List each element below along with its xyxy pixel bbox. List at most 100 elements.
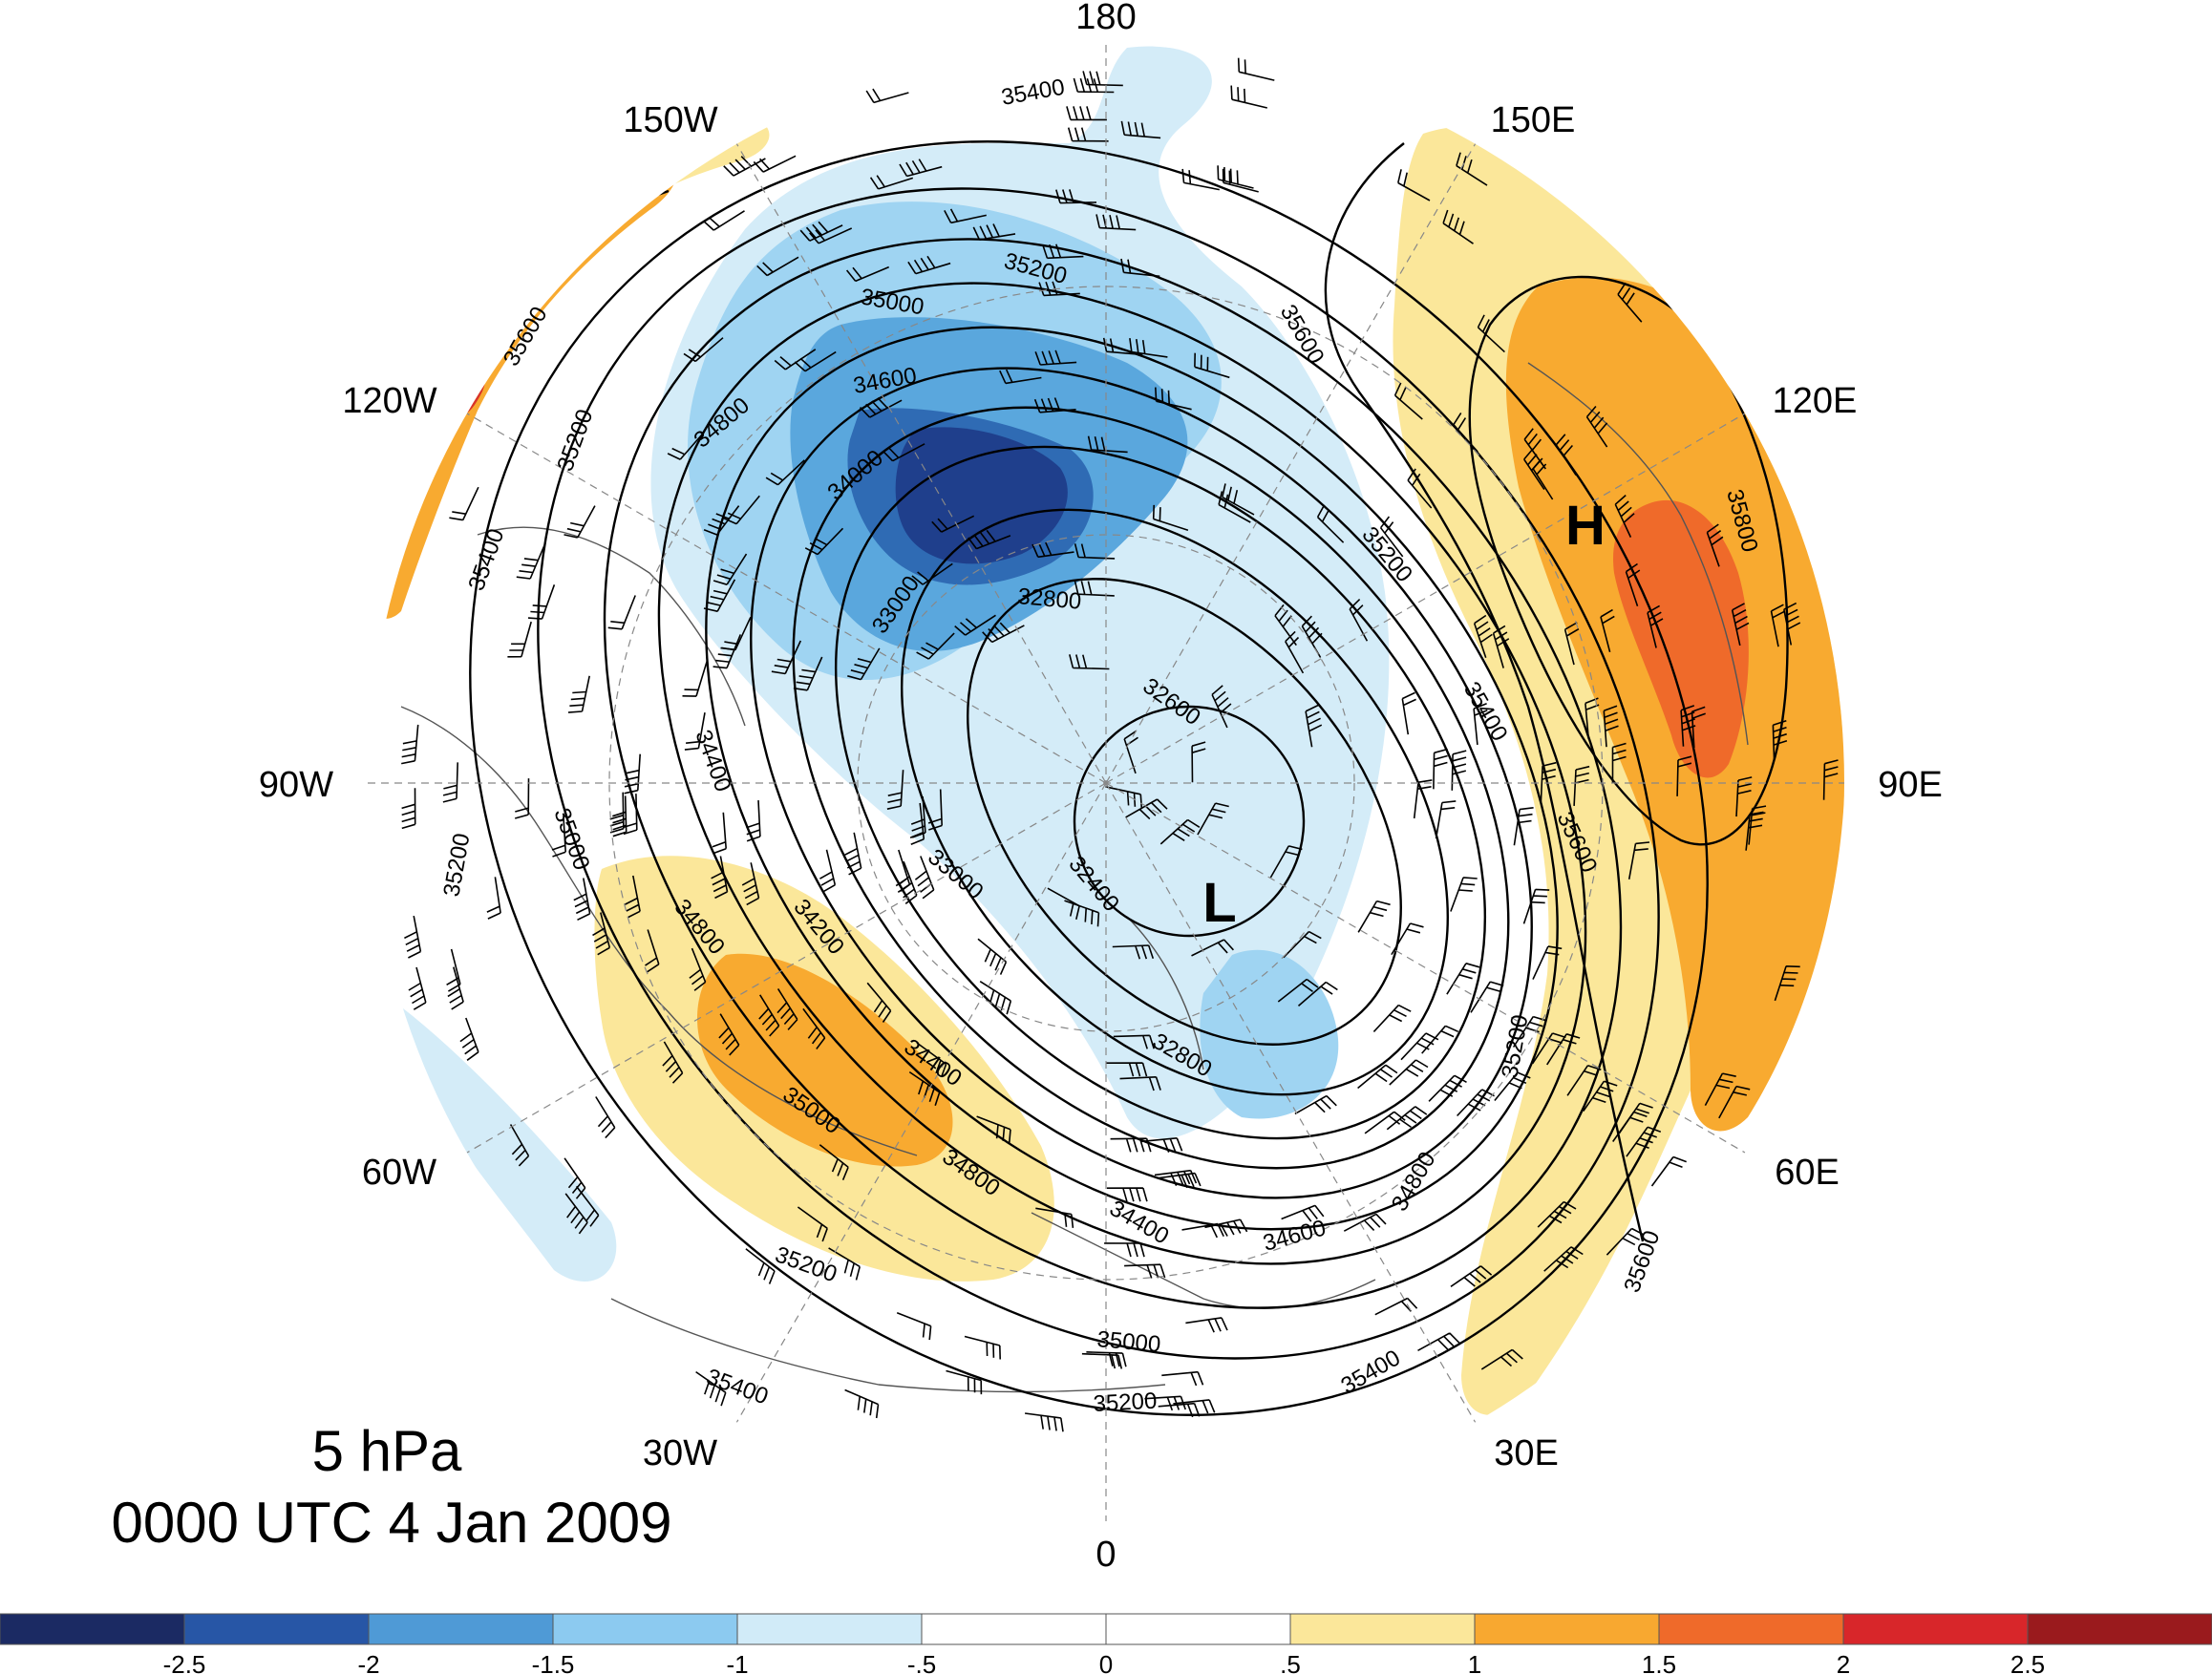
high-center-marker: H	[1565, 495, 1606, 557]
wind-barb	[1316, 504, 1345, 543]
contour-label: 35000	[1095, 1326, 1161, 1358]
wind-barb	[507, 621, 532, 658]
wind-barb	[1563, 622, 1580, 666]
wind-barb	[1537, 1200, 1577, 1228]
wind-barb	[774, 349, 817, 371]
wind-barb	[882, 443, 925, 462]
contour-32600	[967, 578, 1402, 1046]
wind-barb	[1523, 428, 1546, 470]
wind-barb	[408, 966, 427, 1010]
contour-32400	[1073, 705, 1306, 938]
colorbar-segment	[552, 1613, 738, 1645]
wind-barb	[914, 856, 935, 900]
wind-barb	[1349, 599, 1369, 642]
wind-barb	[1513, 807, 1534, 846]
longitude-labels: 180 150E 120E 90E 60E 30E 0 30W 60W 90W …	[259, 0, 1943, 1575]
wind-barb	[765, 459, 805, 486]
wind-barb	[607, 595, 636, 630]
colorbar-segment	[1842, 1613, 2029, 1645]
wind-barb	[1343, 1213, 1387, 1232]
wind-barb	[1374, 1297, 1418, 1316]
wind-barb	[713, 553, 748, 585]
contour-label: 35200	[552, 406, 598, 475]
wind-barb	[1024, 1412, 1064, 1432]
wind-barb	[1217, 165, 1254, 189]
wind-barb	[1074, 543, 1116, 560]
wind-barb	[1606, 1227, 1645, 1256]
wind-barb	[1600, 608, 1615, 653]
wind-barb	[1540, 761, 1557, 803]
wind-barb	[1155, 387, 1192, 411]
wind-barb	[1428, 1074, 1467, 1102]
wind-barb	[1512, 1015, 1547, 1048]
wind-barb	[797, 1206, 828, 1242]
wind-barb	[1283, 930, 1322, 959]
wind-barb	[721, 616, 752, 651]
wind-barb	[859, 397, 903, 418]
wind-barb	[1113, 1034, 1155, 1049]
wind-barb	[1442, 209, 1474, 244]
wind-barb	[844, 1388, 880, 1419]
wind-barb	[1397, 169, 1431, 201]
wind-barb	[1144, 1395, 1186, 1411]
wind-barb	[1473, 614, 1493, 659]
wind-barb	[1446, 963, 1480, 995]
wind-barb	[1745, 811, 1764, 851]
wind-barb	[712, 812, 727, 855]
wind-barb	[1774, 965, 1800, 1002]
wind-barb	[1357, 1064, 1398, 1090]
wind-barb	[612, 795, 627, 837]
wind-barb	[1073, 77, 1115, 94]
wind-barb	[1477, 314, 1505, 353]
wind-barb	[695, 1370, 727, 1407]
wind-barb	[907, 255, 951, 275]
wind-barb	[1197, 802, 1229, 836]
graticule	[368, 45, 1844, 1521]
wind-barb	[564, 1193, 588, 1235]
wind-barb	[1735, 776, 1753, 817]
wind-barb	[645, 929, 660, 973]
wind-barb	[1106, 1062, 1148, 1077]
wind-barb	[1583, 1080, 1618, 1112]
wind-barb	[703, 579, 736, 612]
colorbar-segment	[2027, 1613, 2212, 1645]
wind-barb	[1067, 127, 1109, 142]
wind-barb	[758, 994, 780, 1037]
wind-barb	[1612, 1111, 1648, 1142]
contour-34000	[750, 367, 1533, 1199]
wind-barb	[1364, 1111, 1406, 1134]
wind-barb	[898, 860, 918, 905]
colorbar-tick-label: .5	[1280, 1650, 1301, 1674]
colorbar-segment	[1105, 1613, 1291, 1645]
wind-barb	[844, 832, 862, 876]
shade-blue-2-south	[1200, 949, 1339, 1119]
colorbar-tick-label: 2.5	[2010, 1650, 2045, 1674]
wind-barb	[595, 1096, 616, 1139]
wind-barb	[1181, 168, 1220, 191]
contour-label: 34800	[1387, 1148, 1441, 1216]
wind-barb	[1294, 1094, 1337, 1115]
colorbar-tick-label: 2	[1837, 1650, 1850, 1674]
wind-barb	[514, 778, 530, 819]
wind-barb	[1680, 705, 1696, 747]
wind-barb	[713, 634, 742, 669]
wind-barb	[1185, 1317, 1228, 1333]
lon-label-150e: 150E	[1491, 100, 1576, 140]
lon-label-120w: 120W	[342, 381, 436, 421]
wind-barb	[1222, 483, 1255, 516]
wind-barb	[1433, 748, 1448, 790]
wind-barb	[1417, 1332, 1460, 1352]
wind-barb	[1450, 1265, 1493, 1287]
contour-35000	[603, 238, 1623, 1309]
wind-barb	[404, 915, 422, 959]
wind-barb	[1770, 604, 1786, 647]
wind-barb	[1230, 85, 1267, 109]
wind-barb	[1650, 1155, 1687, 1187]
wind-barb	[745, 1248, 776, 1284]
wind-barb	[609, 792, 625, 834]
wind-barb	[819, 1144, 849, 1181]
wind-barb	[802, 1007, 826, 1049]
wind-barbs	[401, 57, 1839, 1432]
wind-barb	[662, 1041, 684, 1084]
wind-barb	[931, 515, 975, 533]
